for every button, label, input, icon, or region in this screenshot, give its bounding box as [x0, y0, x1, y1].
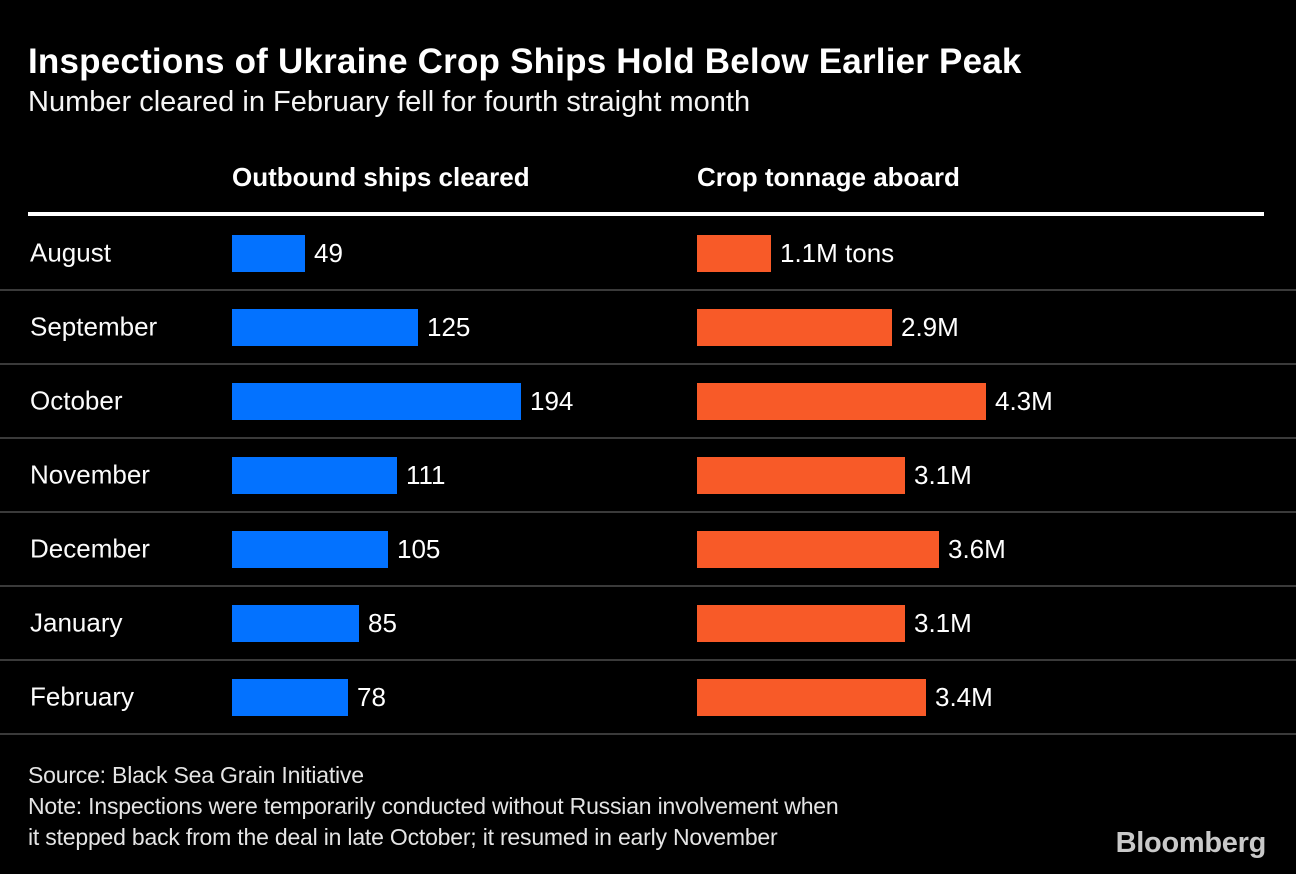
- tonnage-value-label: 2.9M: [901, 311, 959, 342]
- table-row: September 125 2.9M: [0, 291, 1296, 365]
- month-label: October: [30, 385, 123, 416]
- column-header-ships: Outbound ships cleared: [232, 162, 530, 192]
- tonnage-bar: [697, 604, 905, 642]
- tonnage-value-label: 1.1M tons: [780, 237, 895, 268]
- ships-value-label: 85: [368, 607, 397, 638]
- month-label: January: [30, 607, 123, 638]
- footer-notes: Source: Black Sea Grain Initiative Note:…: [28, 760, 839, 853]
- ships-bar: [232, 308, 418, 346]
- ships-bar: [232, 604, 359, 642]
- month-label: September: [30, 311, 158, 342]
- table-row: August 49 1.1M tons: [0, 217, 1296, 291]
- tonnage-bar-group: 1.1M tons: [697, 217, 894, 289]
- ships-bar: [232, 456, 397, 494]
- ships-bar-group: 49: [232, 217, 343, 289]
- note-line-1: Note: Inspections were temporarily condu…: [28, 793, 839, 819]
- ships-value-label: 111: [406, 459, 446, 490]
- ships-bar-group: 125: [232, 291, 470, 363]
- tonnage-value-label: 4.3M: [995, 385, 1053, 416]
- source-line: Source: Black Sea Grain Initiative: [28, 762, 364, 788]
- chart-subtitle: Number cleared in February fell for four…: [28, 86, 751, 118]
- note-line-2: it stepped back from the deal in late Oc…: [28, 824, 778, 850]
- header-rule: [28, 212, 1264, 216]
- month-label: February: [30, 681, 135, 712]
- table-row: December 105 3.6M: [0, 513, 1296, 587]
- tonnage-bar-group: 3.4M: [697, 661, 993, 733]
- tonnage-bar-group: 3.1M: [697, 439, 972, 511]
- ships-value-label: 194: [530, 385, 574, 416]
- ships-bar: [232, 234, 305, 272]
- ships-bar-group: 111: [232, 439, 446, 511]
- tonnage-bar: [697, 308, 892, 346]
- ships-bar: [232, 382, 521, 420]
- table-row: November 111 3.1M: [0, 439, 1296, 513]
- table-row: January 85 3.1M: [0, 587, 1296, 661]
- tonnage-bar: [697, 456, 905, 494]
- tonnage-bar: [697, 234, 771, 272]
- tonnage-bar-group: 3.6M: [697, 513, 1006, 585]
- tonnage-bar-group: 2.9M: [697, 291, 959, 363]
- month-label: November: [30, 459, 150, 490]
- tonnage-value-label: 3.1M: [914, 459, 972, 490]
- tonnage-bar: [697, 530, 939, 568]
- month-label: December: [30, 533, 150, 564]
- table-row: February 78 3.4M: [0, 661, 1296, 735]
- tonnage-value-label: 3.6M: [948, 533, 1006, 564]
- ships-value-label: 78: [357, 681, 386, 712]
- ships-bar-group: 78: [232, 661, 386, 733]
- tonnage-bar: [697, 678, 926, 716]
- ships-bar: [232, 678, 348, 716]
- tonnage-bar-group: 3.1M: [697, 587, 972, 659]
- tonnage-value-label: 3.4M: [935, 681, 993, 712]
- tonnage-bar: [697, 382, 986, 420]
- ships-value-label: 105: [397, 533, 441, 564]
- ships-bar-group: 85: [232, 587, 397, 659]
- table-row: October 194 4.3M: [0, 365, 1296, 439]
- ships-value-label: 49: [314, 237, 343, 268]
- tonnage-bar-group: 4.3M: [697, 365, 1053, 437]
- ships-bar: [232, 530, 388, 568]
- ships-value-label: 125: [427, 311, 471, 342]
- chart-title: Inspections of Ukraine Crop Ships Hold B…: [28, 42, 1022, 81]
- month-label: August: [30, 237, 111, 268]
- ships-bar-group: 194: [232, 365, 573, 437]
- column-header-tonnage: Crop tonnage aboard: [697, 162, 960, 192]
- chart-rows: August 49 1.1M tons September 125 2.9M: [0, 217, 1296, 735]
- bloomberg-logo: Bloomberg: [1115, 827, 1267, 859]
- tonnage-value-label: 3.1M: [914, 607, 972, 638]
- ships-bar-group: 105: [232, 513, 440, 585]
